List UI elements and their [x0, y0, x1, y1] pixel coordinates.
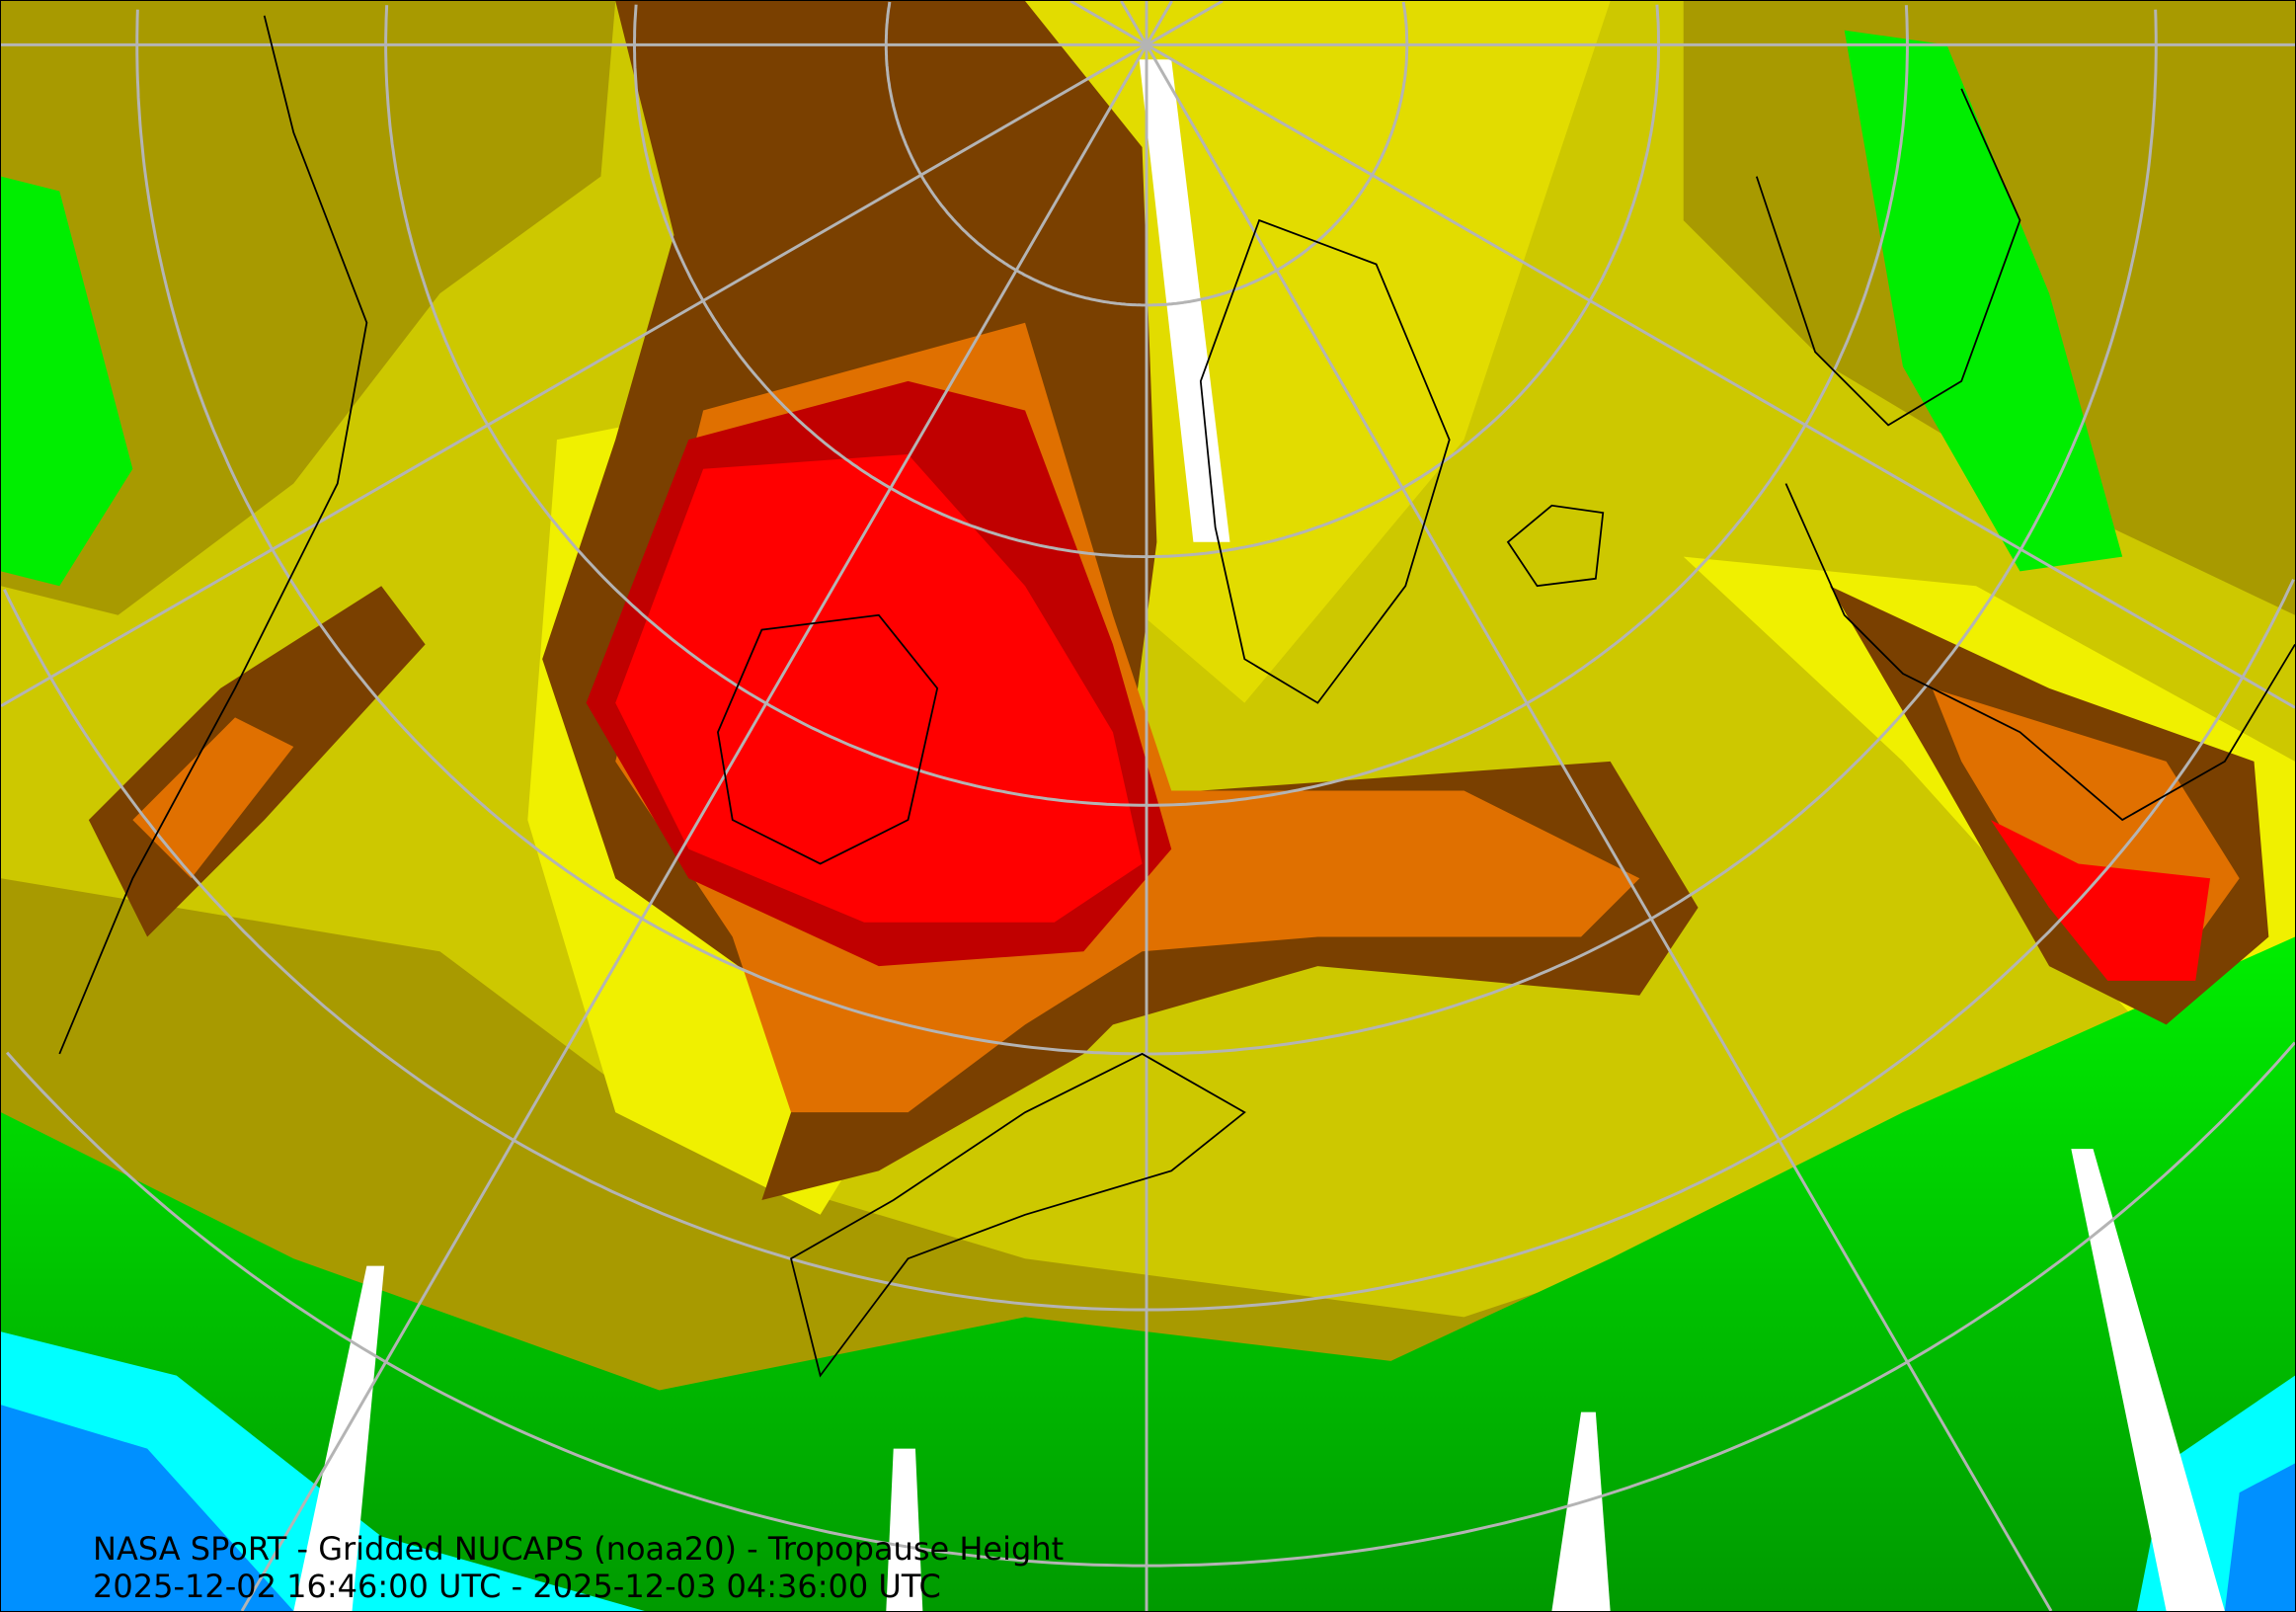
map-title: NASA SPoRT - Gridded NUCAPS (noaa20) - T… [93, 1530, 1065, 1568]
no-data-swath [2071, 1149, 2225, 1611]
green-region [1, 936, 2295, 1611]
olive-region [1, 1, 616, 615]
meridian-line [1, 43, 1148, 708]
green-region [1844, 30, 2123, 572]
coastlines [58, 15, 2295, 1378]
latitude-circle [5, 1041, 2295, 1568]
blue-region [1, 1405, 294, 1611]
no-data-swath [293, 1265, 385, 1611]
latitude-circle [135, 9, 2158, 1056]
no-data-swath [1551, 1411, 1611, 1611]
red-region [1990, 820, 2211, 981]
meridian-line [1145, 1, 1173, 46]
orange-region [132, 717, 294, 879]
latitude-circle [384, 5, 1909, 807]
no-data-swath [1139, 59, 1230, 542]
red-region [615, 453, 1143, 923]
coastline-scandinavia [1755, 88, 2021, 427]
meridian-line [1146, 43, 2295, 709]
latitude-circle [884, 1, 1409, 307]
coastline-north-america [58, 15, 368, 1055]
coastline-iceland [1506, 504, 1605, 588]
coastline-europe [1784, 483, 2295, 822]
blue-region [2224, 1463, 2295, 1611]
coastline-hudson-bay [717, 613, 939, 865]
map-time-range: 2025-12-02 16:46:00 UTC - 2025-12-03 04:… [93, 1568, 941, 1605]
green-region [1, 176, 133, 587]
meridian-line [1146, 1, 1224, 46]
no-data-swath [886, 1448, 923, 1611]
coastline-greenland [1199, 218, 1451, 704]
latitude-circle [633, 4, 1661, 559]
latitude-circle [3, 579, 2295, 1312]
meridian-line [1145, 43, 2053, 1611]
meridian-line [1120, 1, 1148, 46]
meridian-line [240, 43, 1148, 1611]
coastline-east-coast [789, 1052, 1246, 1378]
meridian-line [1069, 1, 1148, 46]
